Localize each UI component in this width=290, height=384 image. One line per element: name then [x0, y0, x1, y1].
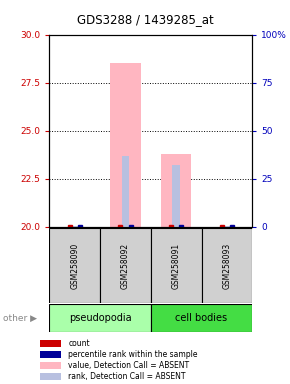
Bar: [161, 154, 191, 227]
Text: GDS3288 / 1439285_at: GDS3288 / 1439285_at: [77, 13, 213, 26]
Bar: [151, 304, 252, 332]
Bar: [40, 362, 61, 369]
Bar: [110, 63, 141, 227]
Text: pseudopodia: pseudopodia: [69, 313, 131, 323]
Bar: [223, 226, 231, 227]
Text: count: count: [68, 339, 90, 348]
Text: GSM258093: GSM258093: [222, 243, 231, 289]
Bar: [122, 156, 129, 227]
Text: percentile rank within the sample: percentile rank within the sample: [68, 350, 198, 359]
Bar: [40, 340, 61, 347]
Bar: [49, 228, 100, 303]
Bar: [49, 304, 151, 332]
Bar: [40, 373, 61, 380]
Text: GSM258091: GSM258091: [172, 243, 181, 289]
Bar: [172, 165, 180, 227]
Bar: [202, 228, 252, 303]
Text: cell bodies: cell bodies: [175, 313, 228, 323]
Bar: [151, 228, 202, 303]
Text: other ▶: other ▶: [3, 314, 37, 323]
Bar: [40, 351, 61, 358]
Bar: [71, 226, 79, 227]
Text: GSM258090: GSM258090: [70, 243, 79, 289]
Text: GSM258092: GSM258092: [121, 243, 130, 289]
Bar: [100, 228, 151, 303]
Text: value, Detection Call = ABSENT: value, Detection Call = ABSENT: [68, 361, 189, 370]
Text: rank, Detection Call = ABSENT: rank, Detection Call = ABSENT: [68, 372, 186, 381]
